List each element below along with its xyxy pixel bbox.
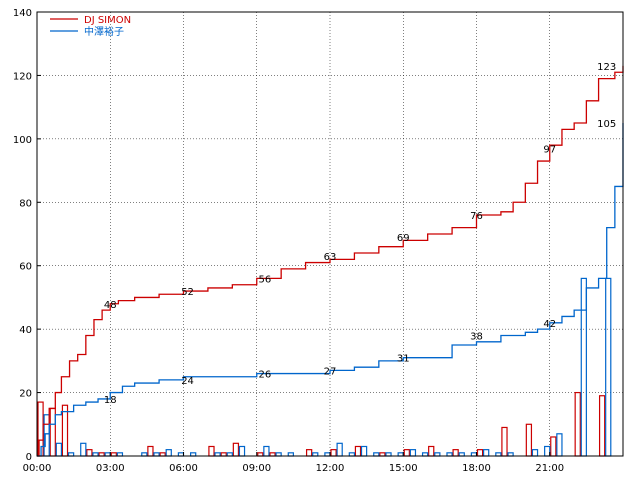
x-tick-label: 18:00 bbox=[462, 463, 491, 474]
x-tick-label: 03:00 bbox=[96, 463, 125, 474]
data-label: 105 bbox=[597, 119, 616, 130]
x-tick-label: 06:00 bbox=[169, 463, 198, 474]
y-tick-label: 0 bbox=[26, 452, 32, 463]
data-label: 27 bbox=[324, 366, 337, 377]
y-tick-label: 80 bbox=[19, 198, 32, 209]
x-tick-label: 15:00 bbox=[389, 463, 418, 474]
data-label: 123 bbox=[597, 62, 616, 73]
data-label: 97 bbox=[543, 144, 556, 155]
data-label: 31 bbox=[397, 354, 410, 365]
y-tick-label: 140 bbox=[13, 8, 32, 19]
data-label: 52 bbox=[181, 287, 194, 298]
legend-label: 中澤裕子 bbox=[84, 25, 124, 38]
x-tick-label: 21:00 bbox=[535, 463, 564, 474]
y-tick-label: 60 bbox=[19, 262, 32, 273]
data-label: 38 bbox=[470, 331, 483, 342]
y-tick-label: 40 bbox=[19, 325, 32, 336]
x-tick-label: 00:00 bbox=[23, 463, 52, 474]
series-line bbox=[37, 65, 624, 457]
y-tick-label: 20 bbox=[19, 389, 32, 400]
data-label: 56 bbox=[259, 274, 272, 285]
y-tick-label: 100 bbox=[13, 135, 32, 146]
x-tick-label: 12:00 bbox=[316, 463, 345, 474]
data-label: 76 bbox=[470, 211, 483, 222]
y-tick-label: 120 bbox=[13, 71, 32, 82]
data-label: 63 bbox=[324, 252, 337, 263]
data-label: 26 bbox=[259, 370, 272, 381]
axes: 0 20 40 60 80 100 120 140 00:00 03:00 06:00 09:00 12… bbox=[13, 8, 624, 474]
data-label: 69 bbox=[397, 233, 410, 244]
data-label: 42 bbox=[543, 319, 556, 330]
point-labels: 48 52 56 63 69 76 97 123 18 24 26 27 31 38 42 105 bbox=[104, 62, 616, 406]
plot-frame bbox=[36, 11, 624, 457]
data-label: 24 bbox=[181, 376, 194, 387]
x-tick-label: 09:00 bbox=[242, 463, 271, 474]
grid bbox=[37, 12, 623, 456]
series-line bbox=[37, 123, 624, 457]
data-label: 18 bbox=[104, 395, 117, 406]
series-lines bbox=[37, 65, 624, 457]
legend-label: DJ SIMON bbox=[84, 15, 131, 26]
data-label: 48 bbox=[104, 300, 117, 311]
